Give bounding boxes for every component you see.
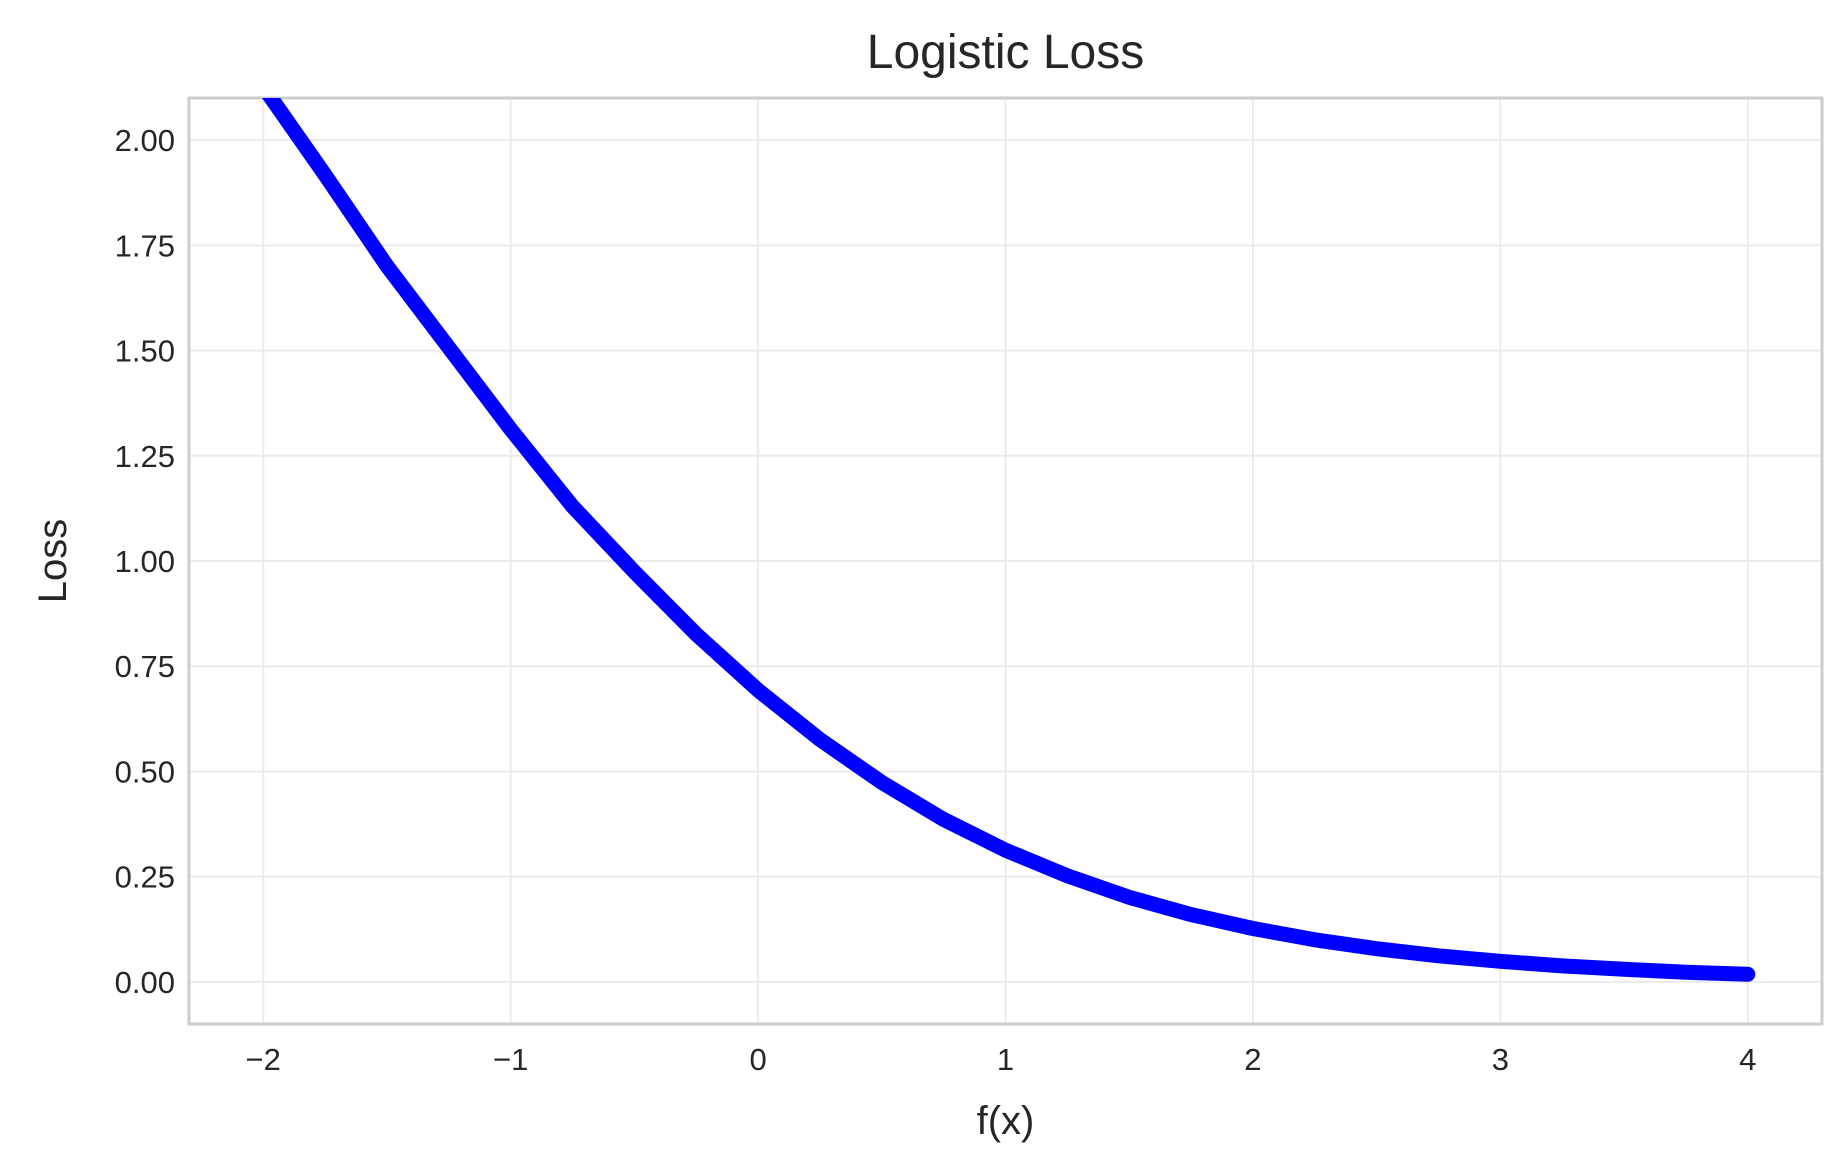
x-tick-label: −2 xyxy=(246,1042,281,1077)
y-tick-label: 0.00 xyxy=(115,965,175,1000)
x-axis-label: f(x) xyxy=(977,1099,1035,1143)
y-tick-label: 1.50 xyxy=(115,334,175,369)
grid-lines xyxy=(189,98,1822,1024)
y-tick-label: 1.75 xyxy=(115,228,175,263)
x-tick-label: 3 xyxy=(1492,1042,1509,1077)
chart-title: Logistic Loss xyxy=(867,26,1144,79)
y-tick-label: 0.25 xyxy=(115,860,175,895)
y-tick-label: 0.75 xyxy=(115,649,175,684)
x-tick-label: 1 xyxy=(997,1042,1014,1077)
y-tick-label: 1.25 xyxy=(115,439,175,474)
x-tick-label: 0 xyxy=(749,1042,766,1077)
x-tick-label: −1 xyxy=(493,1042,528,1077)
plot-area-frame xyxy=(187,96,1824,1026)
series-layer xyxy=(262,98,1756,982)
y-axis-label: Loss xyxy=(31,519,75,604)
y-tick-label: 1.00 xyxy=(115,544,175,579)
y-tick-label: 2.00 xyxy=(115,123,175,158)
x-tick-label: 4 xyxy=(1739,1042,1756,1077)
y-tick-labels: 0.00 0.25 0.50 0.75 1.00 1.25 1.50 1.75 2.00 xyxy=(115,123,175,1000)
x-tick-labels: −2 −1 0 1 2 3 4 xyxy=(246,1042,1757,1077)
y-tick-label: 0.50 xyxy=(115,754,175,789)
x-tick-label: 2 xyxy=(1244,1042,1261,1077)
logistic-loss-line xyxy=(262,98,1756,982)
